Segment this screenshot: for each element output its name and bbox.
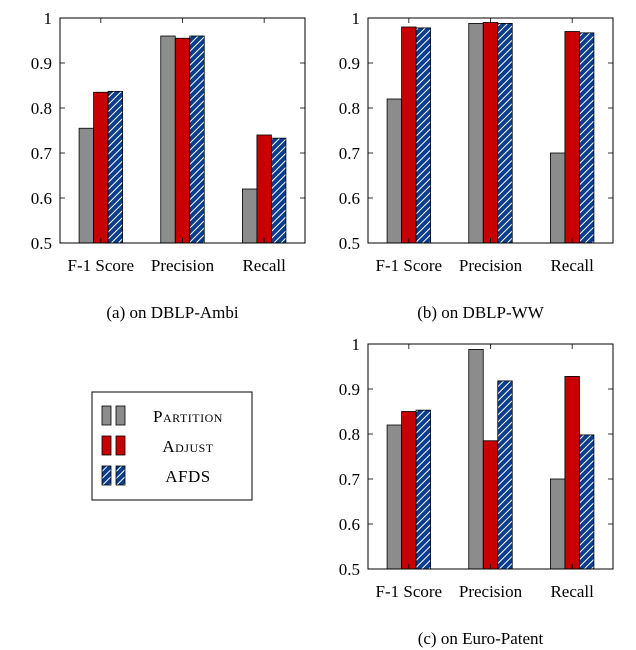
bar-partition-precision bbox=[160, 35, 176, 244]
y-tick-label: 0.8 bbox=[339, 99, 360, 118]
bar-adjust-f-1-score bbox=[93, 91, 109, 244]
y-tick-label: 0.6 bbox=[31, 189, 52, 208]
y-tick-label: 0.5 bbox=[31, 234, 52, 253]
bar-adjust-recall bbox=[564, 375, 580, 570]
chart-panel-2: F-1 Score Precision Recall 0.5 0.6 0.7 0.8 0.9 1… bbox=[339, 9, 614, 322]
y-tick-label: 1 bbox=[352, 335, 361, 354]
y-tick-label: 1 bbox=[352, 9, 361, 28]
chart-panel-1: F-1 Score Precision Recall 0.5 0.6 0.7 0.8 0.9 1… bbox=[31, 9, 306, 322]
bar-partition-f-1-score bbox=[78, 127, 94, 244]
legend: Partition Adjust AFDS bbox=[91, 391, 253, 501]
bar-partition-precision bbox=[468, 22, 484, 244]
bar-partition-recall bbox=[550, 152, 566, 244]
x-tick-label: Recall bbox=[242, 256, 286, 275]
bar-afds-recall bbox=[579, 434, 595, 570]
bar-afds-f-1-score bbox=[107, 90, 123, 244]
legend-swatch-afds-2 bbox=[115, 465, 126, 486]
bar-afds-f-1-score bbox=[415, 409, 431, 570]
bar-partition-f-1-score bbox=[386, 98, 402, 244]
bar-afds-precision bbox=[189, 35, 205, 244]
x-tick-label: Recall bbox=[550, 582, 594, 601]
bar-adjust-f-1-score bbox=[401, 26, 417, 244]
x-tick-label: F-1 Score bbox=[376, 582, 443, 601]
charts-layer: F-1 Score Precision Recall 0.5 0.6 0.7 0.8 0.9 1… bbox=[31, 9, 614, 648]
y-tick-label: 0.9 bbox=[339, 54, 360, 73]
chart-caption: (b) on DBLP-WW bbox=[417, 303, 544, 322]
bar-afds-f-1-score bbox=[415, 27, 431, 244]
legend-swatch-partition bbox=[101, 405, 112, 426]
x-tick-label: F-1 Score bbox=[68, 256, 135, 275]
y-tick-label: 0.5 bbox=[339, 234, 360, 253]
bar-partition-recall bbox=[550, 478, 566, 570]
plot-frame bbox=[367, 17, 614, 244]
chart-caption: (a) on DBLP-Ambi bbox=[106, 303, 238, 322]
bar-adjust-precision bbox=[482, 22, 499, 244]
x-tick-label: Precision bbox=[459, 256, 523, 275]
bar-adjust-precision bbox=[482, 440, 499, 570]
bar-afds-recall bbox=[579, 32, 595, 244]
bar-adjust-precision bbox=[174, 37, 191, 244]
plot-frame bbox=[367, 343, 614, 570]
y-tick-label: 0.8 bbox=[31, 99, 52, 118]
x-tick-label: Precision bbox=[151, 256, 215, 275]
y-tick-label: 0.7 bbox=[339, 144, 361, 163]
y-tick-label: 0.6 bbox=[339, 515, 360, 534]
y-tick-label: 0.6 bbox=[339, 189, 360, 208]
bar-partition-precision bbox=[468, 348, 484, 570]
bar-adjust-recall bbox=[564, 31, 580, 244]
bar-afds-precision bbox=[497, 22, 513, 244]
x-tick-label: Recall bbox=[550, 256, 594, 275]
bar-afds-recall bbox=[271, 137, 287, 244]
y-tick-label: 0.7 bbox=[339, 470, 361, 489]
bar-adjust-f-1-score bbox=[401, 411, 417, 570]
chart-panel-3: F-1 Score Precision Recall 0.5 0.6 0.7 0.8 0.9 1… bbox=[339, 335, 614, 648]
legend-label-afds: AFDS bbox=[165, 467, 210, 486]
y-tick-label: 0.9 bbox=[31, 54, 52, 73]
legend-swatch-partition-2 bbox=[115, 405, 126, 426]
x-tick-label: Precision bbox=[459, 582, 523, 601]
plot-frame bbox=[59, 17, 306, 244]
y-tick-label: 0.5 bbox=[339, 560, 360, 579]
y-tick-label: 0.8 bbox=[339, 425, 360, 444]
legend-label-adjust: Adjust bbox=[162, 437, 213, 456]
bar-afds-precision bbox=[497, 380, 513, 570]
y-tick-label: 0.9 bbox=[339, 380, 360, 399]
x-tick-label: F-1 Score bbox=[376, 256, 443, 275]
legend-swatch-adjust-2 bbox=[115, 435, 126, 456]
legend-swatch-adjust bbox=[101, 435, 112, 456]
legend-label-partition: Partition bbox=[153, 407, 223, 426]
bar-partition-recall bbox=[242, 188, 258, 244]
legend-swatch-afds bbox=[101, 465, 112, 486]
bar-adjust-recall bbox=[256, 134, 272, 244]
chart-caption: (c) on Euro-Patent bbox=[418, 629, 544, 648]
y-tick-label: 0.7 bbox=[31, 144, 53, 163]
y-tick-label: 1 bbox=[44, 9, 53, 28]
bar-partition-f-1-score bbox=[386, 424, 402, 570]
